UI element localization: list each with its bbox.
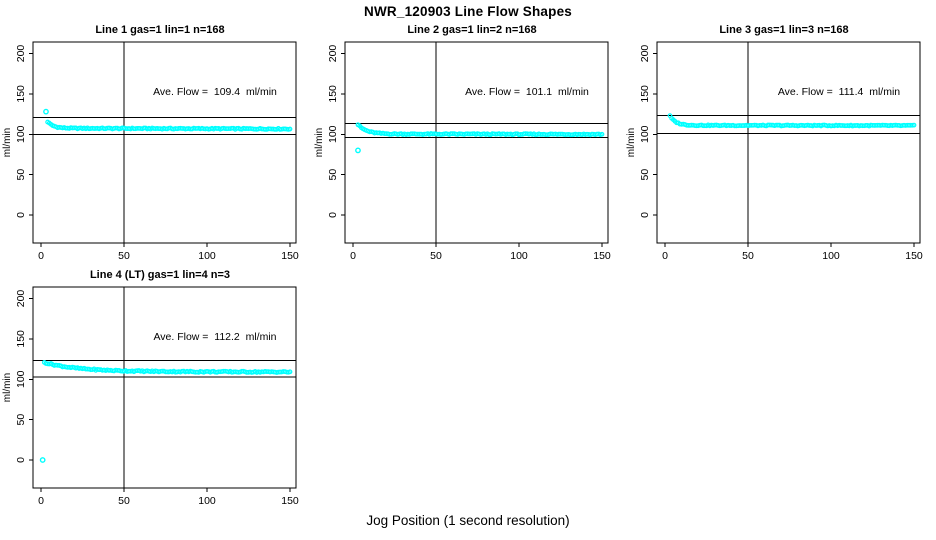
svg-text:50: 50 xyxy=(118,250,130,262)
svg-text:100: 100 xyxy=(639,125,651,143)
svg-text:200: 200 xyxy=(15,45,27,63)
svg-text:150: 150 xyxy=(905,250,923,262)
svg-text:150: 150 xyxy=(639,85,651,103)
svg-text:0: 0 xyxy=(350,250,356,262)
panel-line-1-plot-area: 0 50 100 150 0 50 100 150 200 ml/min xyxy=(2,41,299,262)
svg-text:100: 100 xyxy=(822,250,840,262)
svg-text:150: 150 xyxy=(15,85,27,103)
panel-line-4-plot-area: 0 50 100 150 0 50 100 150 200 ml/min xyxy=(2,286,299,507)
svg-text:0: 0 xyxy=(38,250,44,262)
panel-line-1-ave-flow-annotation: Ave. Flow = 109.4 ml/min xyxy=(153,86,277,98)
figure-title: NWR_120903 Line Flow Shapes xyxy=(364,4,572,19)
panel-line-1-title: Line 1 gas=1 lin=1 n=168 xyxy=(95,24,225,36)
svg-text:50: 50 xyxy=(327,169,339,181)
svg-text:50: 50 xyxy=(639,169,651,181)
figure-x-axis-label: Jog Position (1 second resolution) xyxy=(366,513,570,528)
panel-line-3-plot-area: 0 50 100 150 0 50 100 150 200 ml/min xyxy=(626,41,923,262)
svg-text:50: 50 xyxy=(118,495,130,507)
panel-line-2-plot-area: 0 50 100 150 0 50 100 150 200 ml/min xyxy=(314,41,611,262)
svg-text:100: 100 xyxy=(15,370,27,388)
svg-text:100: 100 xyxy=(198,495,216,507)
panel-line-4-ave-flow-annotation: Ave. Flow = 112.2 ml/min xyxy=(153,331,277,343)
svg-text:150: 150 xyxy=(15,330,27,348)
panel-line-2: 0 50 100 150 0 50 100 150 200 ml/min Line 2 gas=1… xyxy=(312,20,624,265)
svg-text:ml/min: ml/min xyxy=(2,373,13,402)
svg-text:150: 150 xyxy=(593,250,611,262)
svg-text:200: 200 xyxy=(15,290,27,308)
panel-line-4-title: Line 4 (LT) gas=1 lin=4 n=3 xyxy=(89,269,231,281)
svg-text:50: 50 xyxy=(430,250,442,262)
svg-text:50: 50 xyxy=(15,414,27,426)
svg-text:100: 100 xyxy=(15,125,27,143)
panel-line-3-ave-flow-annotation: Ave. Flow = 111.4 ml/min xyxy=(777,86,901,98)
svg-text:100: 100 xyxy=(327,125,339,143)
svg-text:200: 200 xyxy=(327,45,339,63)
svg-text:0: 0 xyxy=(15,457,27,463)
svg-text:50: 50 xyxy=(742,250,754,262)
svg-text:200: 200 xyxy=(639,45,651,63)
svg-text:100: 100 xyxy=(510,250,528,262)
panel-line-3-title: Line 3 gas=1 lin=3 n=168 xyxy=(719,24,849,36)
svg-text:ml/min: ml/min xyxy=(2,128,13,157)
svg-text:0: 0 xyxy=(15,212,27,218)
svg-text:0: 0 xyxy=(327,212,339,218)
svg-text:100: 100 xyxy=(198,250,216,262)
panel-line-3: 0 50 100 150 0 50 100 150 200 ml/min Line 3 gas=1… xyxy=(624,20,936,265)
svg-text:0: 0 xyxy=(639,212,651,218)
svg-text:ml/min: ml/min xyxy=(626,128,637,157)
svg-text:150: 150 xyxy=(281,250,299,262)
panel-line-4: 0 50 100 150 0 50 100 150 200 ml/min Line 4 (LT) … xyxy=(0,265,312,510)
svg-text:0: 0 xyxy=(38,495,44,507)
svg-text:0: 0 xyxy=(662,250,668,262)
panel-line-2-title: Line 2 gas=1 lin=2 n=168 xyxy=(407,24,537,36)
svg-text:50: 50 xyxy=(15,169,27,181)
panel-line-1: 0 50 100 150 0 50 100 150 200 ml/min Line 1 gas=1… xyxy=(0,20,312,265)
panel-line-2-ave-flow-annotation: Ave. Flow = 101.1 ml/min xyxy=(465,86,589,98)
svg-text:150: 150 xyxy=(327,85,339,103)
svg-text:ml/min: ml/min xyxy=(314,128,325,157)
svg-text:150: 150 xyxy=(281,495,299,507)
